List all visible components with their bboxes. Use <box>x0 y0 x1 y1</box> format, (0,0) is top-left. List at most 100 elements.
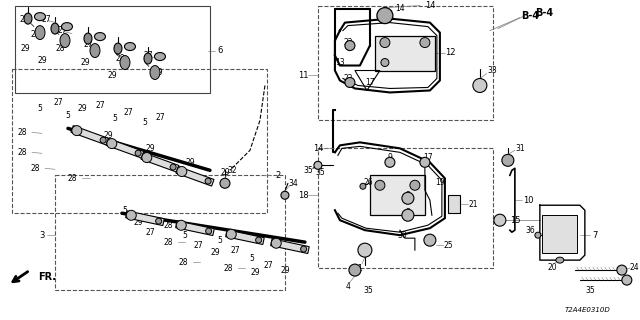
Text: 29: 29 <box>107 71 116 80</box>
Ellipse shape <box>35 26 45 40</box>
Text: 27: 27 <box>53 98 63 107</box>
Text: 27: 27 <box>155 113 164 122</box>
Bar <box>15 6 210 93</box>
Bar <box>12 68 267 213</box>
Text: 26: 26 <box>363 178 372 187</box>
Text: 17: 17 <box>423 153 433 162</box>
Text: 28: 28 <box>30 164 40 173</box>
Ellipse shape <box>61 23 72 31</box>
Ellipse shape <box>120 56 130 69</box>
Text: 27: 27 <box>57 26 67 35</box>
Text: 28: 28 <box>163 238 173 247</box>
Text: 14: 14 <box>313 144 323 153</box>
Circle shape <box>617 265 627 275</box>
Text: 27: 27 <box>143 51 153 60</box>
Text: 29: 29 <box>250 268 260 276</box>
Ellipse shape <box>124 43 136 51</box>
Text: 29: 29 <box>145 144 155 153</box>
Ellipse shape <box>154 52 166 60</box>
Polygon shape <box>106 139 144 158</box>
Circle shape <box>314 161 322 169</box>
Polygon shape <box>175 221 214 236</box>
Text: 8: 8 <box>406 208 410 217</box>
Text: 31: 31 <box>515 144 525 153</box>
Circle shape <box>156 218 162 224</box>
Text: 27: 27 <box>41 15 51 24</box>
Circle shape <box>177 166 187 177</box>
Circle shape <box>420 157 430 167</box>
Text: 29: 29 <box>20 44 30 53</box>
Text: 27: 27 <box>230 246 240 255</box>
Circle shape <box>349 264 361 276</box>
Text: 34: 34 <box>288 179 298 188</box>
Text: 2: 2 <box>275 171 280 180</box>
Text: 5: 5 <box>65 111 70 120</box>
Text: 28: 28 <box>55 44 65 53</box>
Circle shape <box>622 275 632 285</box>
Circle shape <box>205 228 212 234</box>
Circle shape <box>402 209 414 221</box>
Circle shape <box>255 237 262 243</box>
Bar <box>375 36 435 70</box>
Text: 9: 9 <box>387 153 392 162</box>
Text: B-4: B-4 <box>521 11 539 20</box>
Ellipse shape <box>90 44 100 58</box>
Bar <box>448 195 460 213</box>
Text: 20: 20 <box>547 263 557 272</box>
Polygon shape <box>271 239 309 253</box>
Circle shape <box>410 180 420 190</box>
Text: 35: 35 <box>315 168 324 177</box>
Circle shape <box>220 178 230 188</box>
Text: 29: 29 <box>133 218 143 227</box>
Text: 13: 13 <box>335 58 345 67</box>
Circle shape <box>502 154 514 166</box>
Text: T2A4E0310D: T2A4E0310D <box>565 307 611 313</box>
Text: 28: 28 <box>17 148 27 157</box>
Circle shape <box>380 37 390 48</box>
Circle shape <box>420 37 430 48</box>
Text: 32: 32 <box>227 166 237 175</box>
Circle shape <box>176 220 186 230</box>
Ellipse shape <box>60 34 70 48</box>
Text: 27: 27 <box>193 241 203 250</box>
Circle shape <box>135 150 141 156</box>
Text: 5: 5 <box>250 254 254 263</box>
Text: 27: 27 <box>145 228 155 237</box>
Text: 7: 7 <box>592 231 598 240</box>
Text: 28: 28 <box>178 258 188 267</box>
Text: 36: 36 <box>525 226 535 235</box>
Text: 28: 28 <box>17 128 27 137</box>
Text: 29: 29 <box>80 58 90 67</box>
Text: 29: 29 <box>210 248 220 257</box>
Text: 5: 5 <box>122 206 127 215</box>
Text: 12: 12 <box>445 48 455 57</box>
Text: 30: 30 <box>397 231 407 240</box>
Circle shape <box>72 126 82 136</box>
Ellipse shape <box>95 33 106 41</box>
Text: 35: 35 <box>303 166 313 175</box>
Text: 5: 5 <box>143 118 147 127</box>
Text: 27: 27 <box>83 40 93 49</box>
Circle shape <box>205 178 211 184</box>
Bar <box>55 175 285 290</box>
Text: 29: 29 <box>37 56 47 65</box>
Text: 8: 8 <box>406 191 410 200</box>
Polygon shape <box>71 126 109 145</box>
Text: 14: 14 <box>395 4 404 13</box>
Ellipse shape <box>150 66 160 79</box>
Ellipse shape <box>556 257 564 263</box>
Ellipse shape <box>35 12 45 20</box>
Text: 5: 5 <box>38 104 42 113</box>
Text: 27: 27 <box>123 108 132 117</box>
Circle shape <box>345 41 355 51</box>
Polygon shape <box>141 153 179 172</box>
Bar <box>318 6 493 120</box>
Circle shape <box>170 164 176 170</box>
Text: 22: 22 <box>343 74 353 83</box>
Text: 27: 27 <box>263 260 273 270</box>
Text: 28: 28 <box>223 264 233 273</box>
Circle shape <box>473 78 487 92</box>
Text: 29: 29 <box>185 158 195 167</box>
Text: B-4: B-4 <box>535 8 553 18</box>
Text: FR.: FR. <box>38 272 56 282</box>
